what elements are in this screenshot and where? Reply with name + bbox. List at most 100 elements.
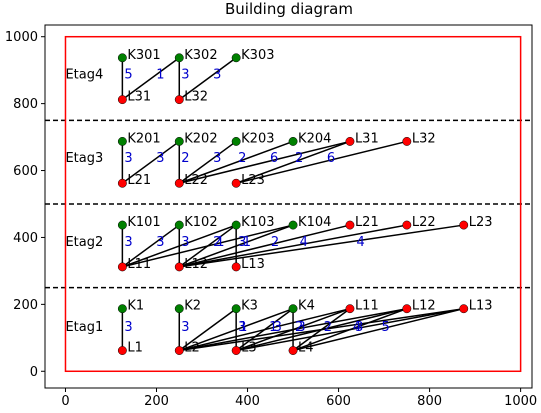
plot-area	[45, 25, 532, 388]
edge-labels: 3 3 31 13 23 2 43 53 3 3 21 31 2 4 43 3 2 3 2 6 2 65 1 3 3	[124, 68, 389, 336]
x-tick-label: 400	[235, 394, 260, 409]
node-labels: K1 K2 K3 K4 L1 L2 L3 L4 L11 L12 L13 K101 K102 K103 K10…	[127, 48, 492, 356]
edge-line	[179, 308, 294, 352]
edge-weight-label: 3	[213, 151, 221, 166]
x-tick-label: 200	[144, 394, 169, 409]
edge-weight-label: 1	[269, 320, 277, 335]
node-label: K102	[184, 215, 217, 230]
edge-weight-label: 3	[213, 68, 221, 83]
k-node-marker	[231, 136, 241, 146]
node-label: K4	[298, 299, 315, 314]
node-label: L31	[355, 131, 379, 146]
k-node-marker	[174, 136, 184, 146]
l-node-marker	[174, 262, 184, 272]
l-node-marker	[231, 262, 241, 272]
k-node-marker	[288, 136, 298, 146]
edge-weight-label: 3	[238, 320, 246, 335]
plot-frame	[44, 24, 533, 389]
floor-label: Etag3	[65, 151, 103, 166]
edge-weight-label: 3	[355, 320, 363, 335]
node-label: K103	[241, 215, 274, 230]
edge-line	[235, 140, 408, 184]
node-label: L1	[127, 341, 143, 356]
l-node-marker	[402, 136, 412, 146]
x-tick-label: 800	[417, 394, 442, 409]
y-axis-ticks: 0 200 400 600 800 1000	[5, 30, 45, 380]
l-node-marker	[117, 346, 127, 355]
floor-label: Etag4	[65, 68, 103, 83]
edge-weight-label: 2	[324, 320, 332, 335]
node-label: L31	[127, 90, 151, 105]
edge-weight-label: 6	[270, 151, 278, 166]
edge-line	[122, 224, 237, 268]
edge-line	[178, 57, 237, 101]
node-label: K101	[127, 215, 160, 230]
l-node-marker	[402, 220, 412, 230]
node-label: L32	[184, 90, 208, 105]
chart-title: Building diagram	[225, 0, 353, 18]
node-label: K204	[298, 131, 331, 146]
edge-line	[178, 308, 237, 352]
l-node-marker	[174, 178, 184, 188]
l-node-marker	[459, 304, 469, 314]
edge-line	[178, 224, 237, 268]
x-axis-ticks: 0 200 400 600 800 1000	[61, 388, 537, 409]
node-label: L22	[412, 215, 436, 230]
boundary-group	[64, 35, 522, 373]
node-label: L11	[355, 299, 379, 314]
l-node-marker	[231, 346, 241, 355]
edge-line	[235, 308, 294, 352]
x-tick-label: 600	[326, 394, 351, 409]
x-tick-label: 1000	[504, 394, 537, 409]
y-tick-label: 1000	[5, 30, 38, 45]
l-node-marker	[231, 178, 241, 188]
node-label: K2	[184, 299, 201, 314]
floor-labels: Etag1 Etag2 Etag3 Etag4	[65, 68, 103, 336]
k-node-marker	[231, 53, 241, 63]
edge-weight-label: 6	[327, 151, 335, 166]
edges	[121, 57, 464, 352]
node-label: L21	[127, 173, 151, 188]
edge-line	[121, 224, 180, 268]
node-label: L23	[469, 215, 493, 230]
node-label: L2	[184, 341, 200, 356]
node-label: K1	[127, 299, 144, 314]
edge-weight-label: 3	[124, 235, 132, 250]
edge-line	[121, 140, 180, 184]
l-node-marker	[345, 304, 355, 314]
l-node-marker	[459, 220, 469, 230]
edge-weight-label: 4	[353, 320, 361, 335]
edge-weight-label: 3	[181, 320, 189, 335]
node-label: K302	[184, 48, 217, 63]
nodes	[117, 53, 469, 355]
k-node-marker	[288, 220, 298, 230]
node-label: L12	[412, 299, 436, 314]
edge-weight-label: 1	[239, 320, 247, 335]
edge-weight-label: 1	[156, 68, 164, 83]
node-label: K202	[184, 131, 217, 146]
edge-weight-label: 5	[382, 320, 390, 335]
l-node-marker	[402, 304, 412, 314]
k-node-marker	[288, 304, 298, 314]
node-label: K203	[241, 131, 274, 146]
node-label: L23	[241, 173, 265, 188]
k-node-marker	[174, 304, 184, 314]
k-node-marker	[174, 53, 184, 63]
k-node-marker	[117, 304, 127, 314]
edge-weight-label: 3	[124, 320, 132, 335]
k-node-marker	[231, 220, 241, 230]
l-node-marker	[345, 220, 355, 230]
edge-weight-label: 2	[181, 151, 189, 166]
edge-line	[178, 140, 237, 184]
node-label: L22	[184, 173, 208, 188]
y-tick-label: 600	[13, 164, 38, 179]
edge-line	[292, 308, 351, 352]
node-label: L21	[355, 215, 379, 230]
node-label: L11	[127, 257, 151, 272]
l-node-marker	[345, 136, 355, 146]
l-node-marker	[174, 346, 184, 355]
edge-line	[179, 224, 294, 268]
node-label: K104	[298, 215, 331, 230]
edge-weight-label: 3	[274, 320, 282, 335]
edge-weight-label: 2	[238, 151, 246, 166]
